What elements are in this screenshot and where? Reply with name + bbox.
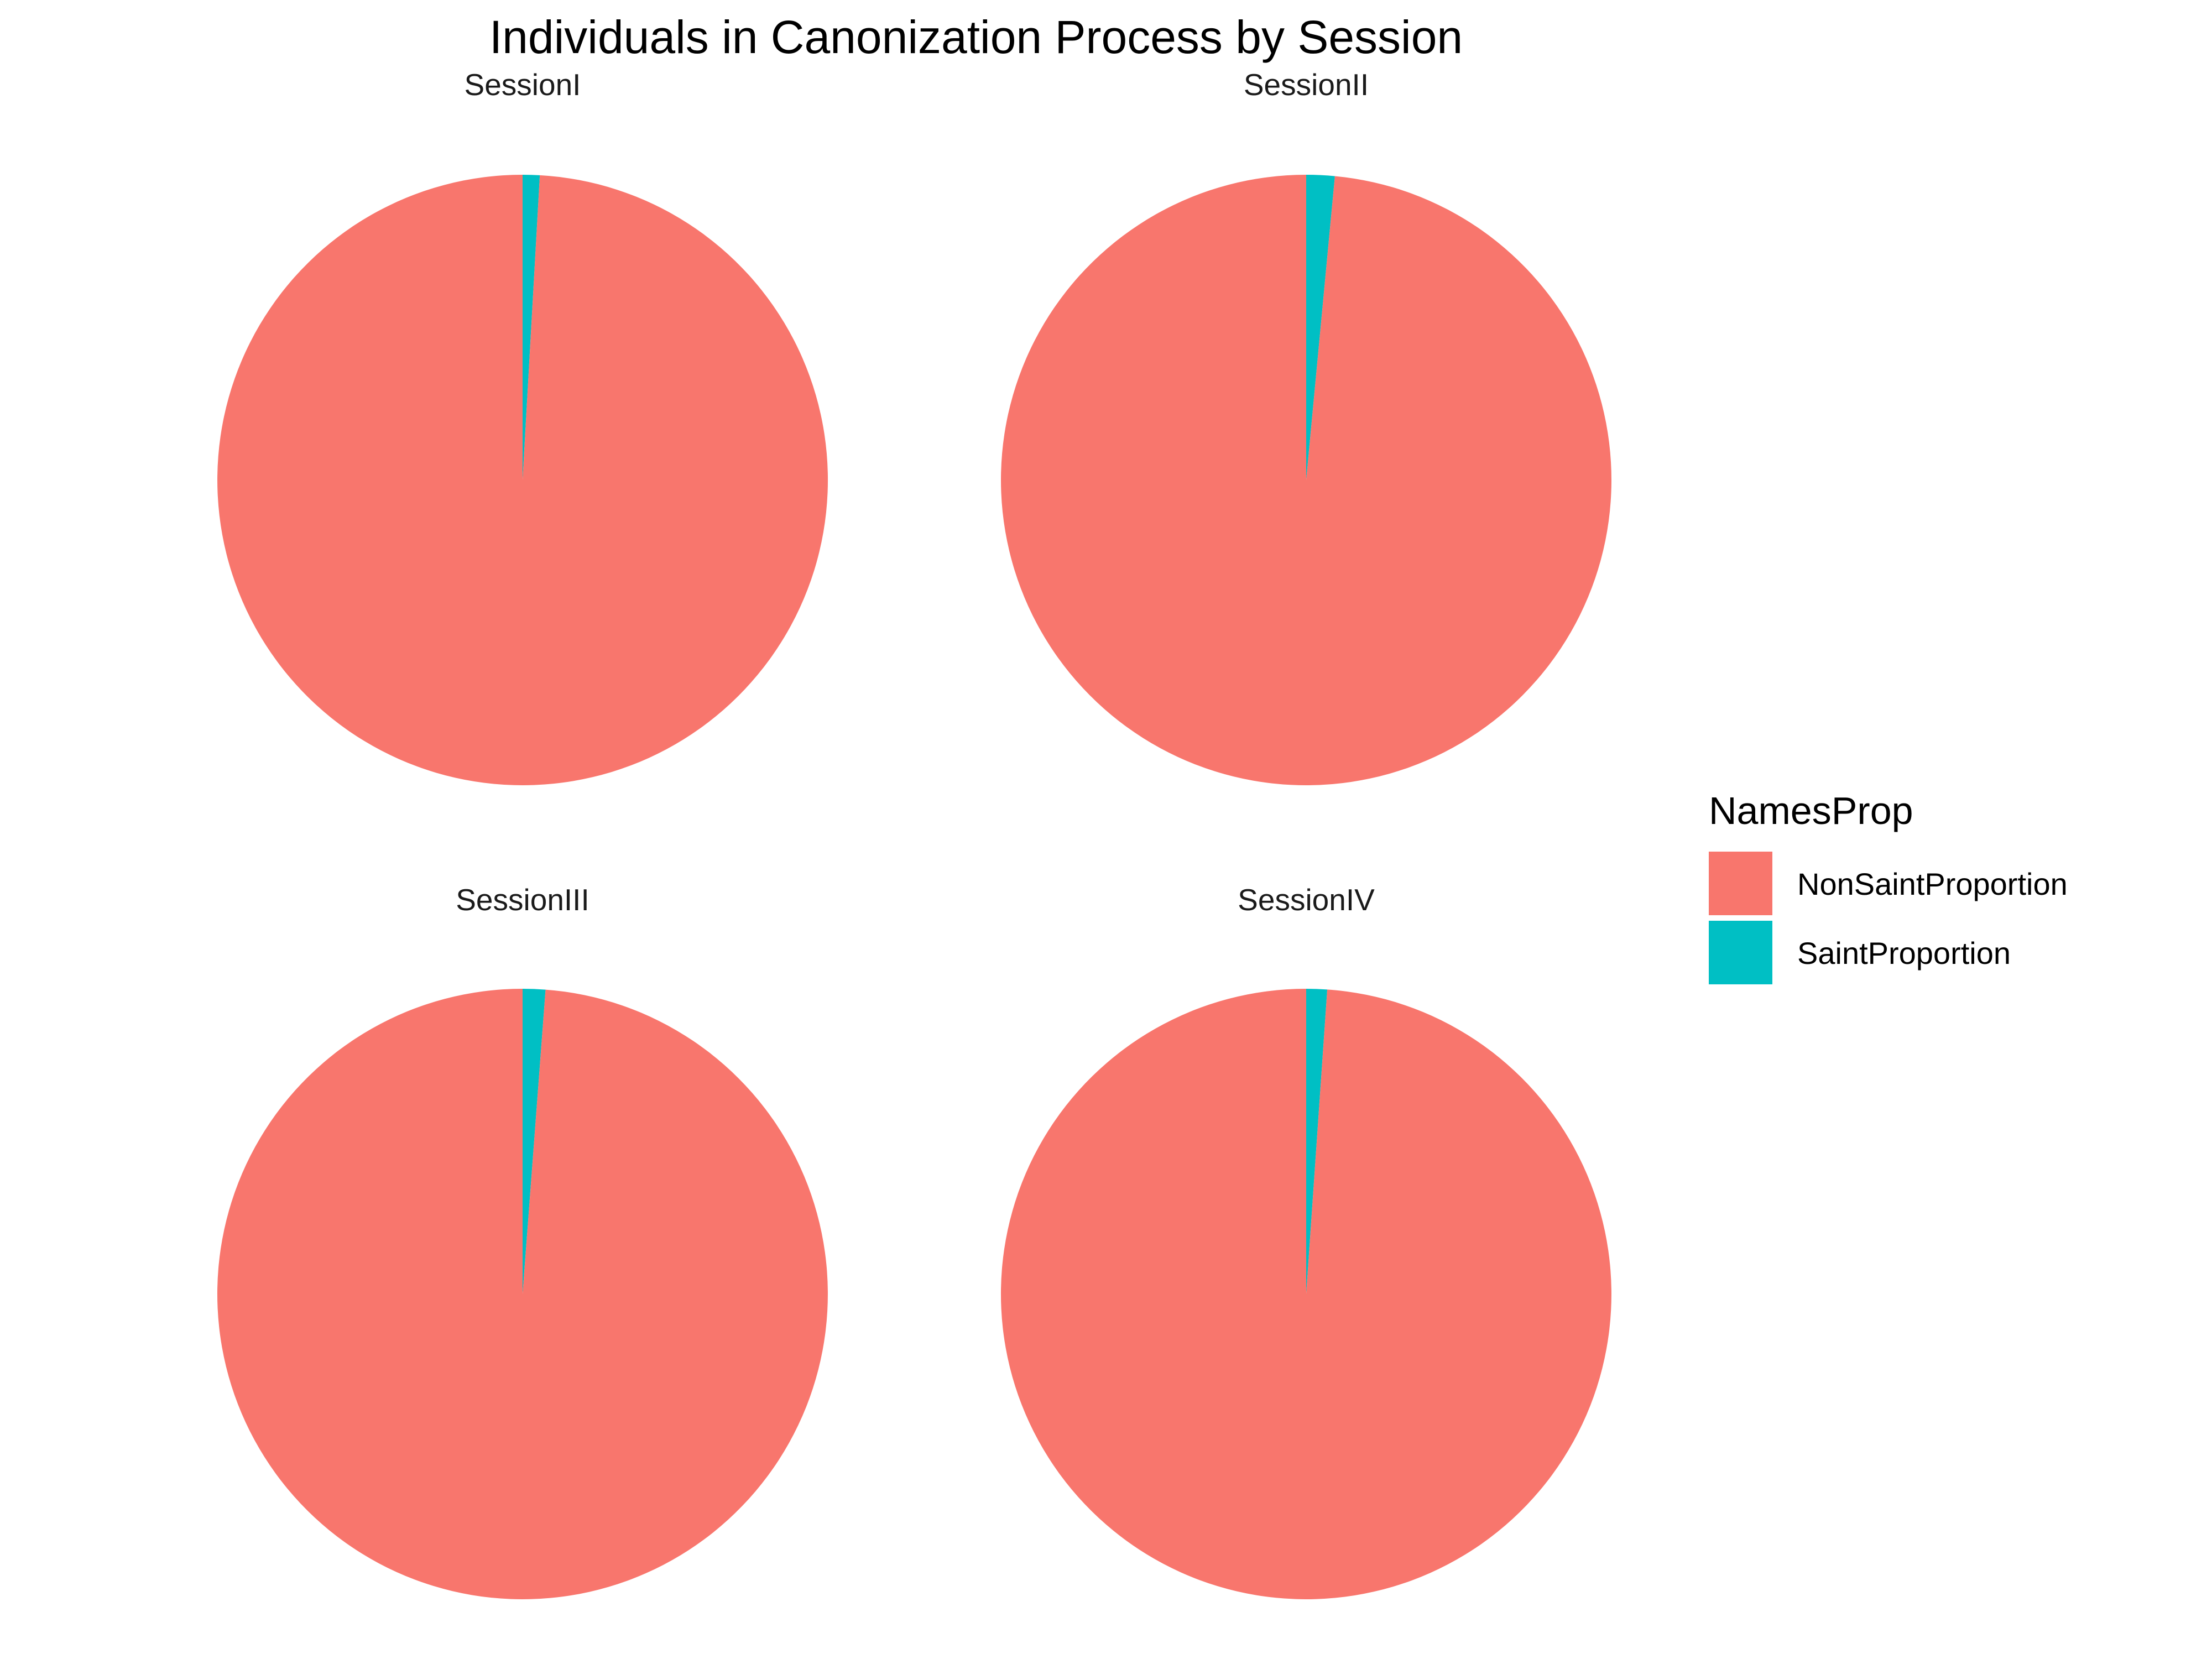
legend-swatch-nonsaintproportion [1709,852,1772,915]
slice-nonsaintproportion [217,988,828,1599]
legend-label: SaintProportion [1797,936,2011,971]
facet-label: SessionIV [1238,883,1375,917]
slice-saintproportion [1306,175,1335,480]
legend-items: NonSaintProportion SaintProportion [1709,852,2068,984]
pie-panel-sessioniv: SessionIV [1000,883,1611,1599]
pie-panel-sessioniii: SessionIII [217,883,828,1599]
pie-panels: SessionI SessionII SessionIII SessionIV [217,67,1611,1599]
slice-saintproportion [1306,989,1328,1294]
slice-saintproportion [523,175,540,480]
pie-panel-sessionii: SessionII [1000,67,1611,785]
legend-title: NamesProp [1709,789,1913,832]
slice-nonsaintproportion [217,175,828,785]
slice-saintproportion [523,989,546,1294]
chart-title: Individuals in Canonization Process by S… [489,11,1463,63]
slice-nonsaintproportion [1000,989,1611,1599]
pie-panel-sessioni: SessionI [217,67,828,785]
facet-label: SessionI [465,67,581,102]
slice-nonsaintproportion [1000,175,1611,785]
facet-label: SessionIII [456,883,589,917]
legend-swatch-saintproportion [1709,921,1772,984]
facet-label: SessionII [1244,67,1369,102]
legend: NamesProp NonSaintProportion SaintProport… [1709,789,2068,984]
legend-label: NonSaintProportion [1797,867,2068,901]
